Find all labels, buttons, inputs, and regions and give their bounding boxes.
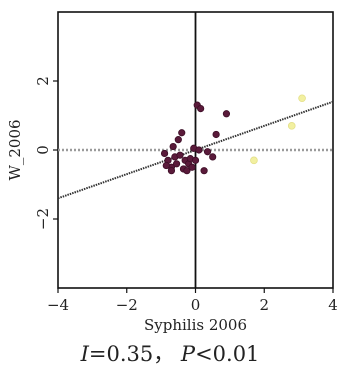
x-tick-label: −4	[47, 296, 69, 314]
highlight-point	[250, 156, 258, 165]
x-tick-label: −2	[116, 296, 138, 314]
p-value: <0.01	[195, 342, 260, 366]
data-point	[222, 110, 231, 118]
moran-statistic-caption: I=0.35， P<0.01	[0, 338, 340, 368]
x-tick-label: 4	[328, 296, 338, 314]
y-tick-label: −2	[34, 208, 52, 230]
data-point	[178, 129, 186, 137]
data-point	[176, 151, 184, 159]
y-axis-label: W_2006	[6, 119, 24, 180]
x-axis-label: Syphilis 2006	[144, 316, 247, 334]
data-point	[174, 136, 182, 144]
axes-layer	[53, 11, 334, 293]
data-point	[195, 146, 203, 154]
data-point	[212, 130, 220, 139]
data-point	[167, 167, 176, 175]
y-tick-label: 2	[34, 76, 52, 86]
scatter-plot: −4 −2 0 2 4 −2 0 2 Syphilis 2006 W_2006	[6, 11, 338, 334]
data-point	[183, 167, 191, 175]
highlight-point	[298, 94, 306, 103]
moran-i-symbol: I	[80, 342, 89, 366]
data-point	[197, 105, 205, 113]
y-tick-label: 0	[34, 145, 52, 155]
highlight-point	[287, 122, 296, 130]
marks-layer	[57, 94, 334, 200]
p-symbol: P	[180, 342, 196, 366]
data-point	[162, 161, 170, 170]
data-point	[200, 167, 208, 175]
data-point	[160, 149, 169, 158]
data-point	[209, 153, 217, 161]
labels-layer: −4 −2 0 2 4 −2 0 2 Syphilis 2006 W_2006	[6, 76, 338, 334]
x-tick-label: 0	[191, 296, 201, 314]
data-point	[203, 148, 212, 156]
moran-i-value: =0.35，	[88, 342, 175, 366]
data-point	[188, 163, 196, 171]
data-point	[169, 142, 177, 151]
x-tick-label: 2	[259, 296, 269, 314]
data-point	[191, 156, 200, 164]
data-point	[172, 160, 181, 168]
